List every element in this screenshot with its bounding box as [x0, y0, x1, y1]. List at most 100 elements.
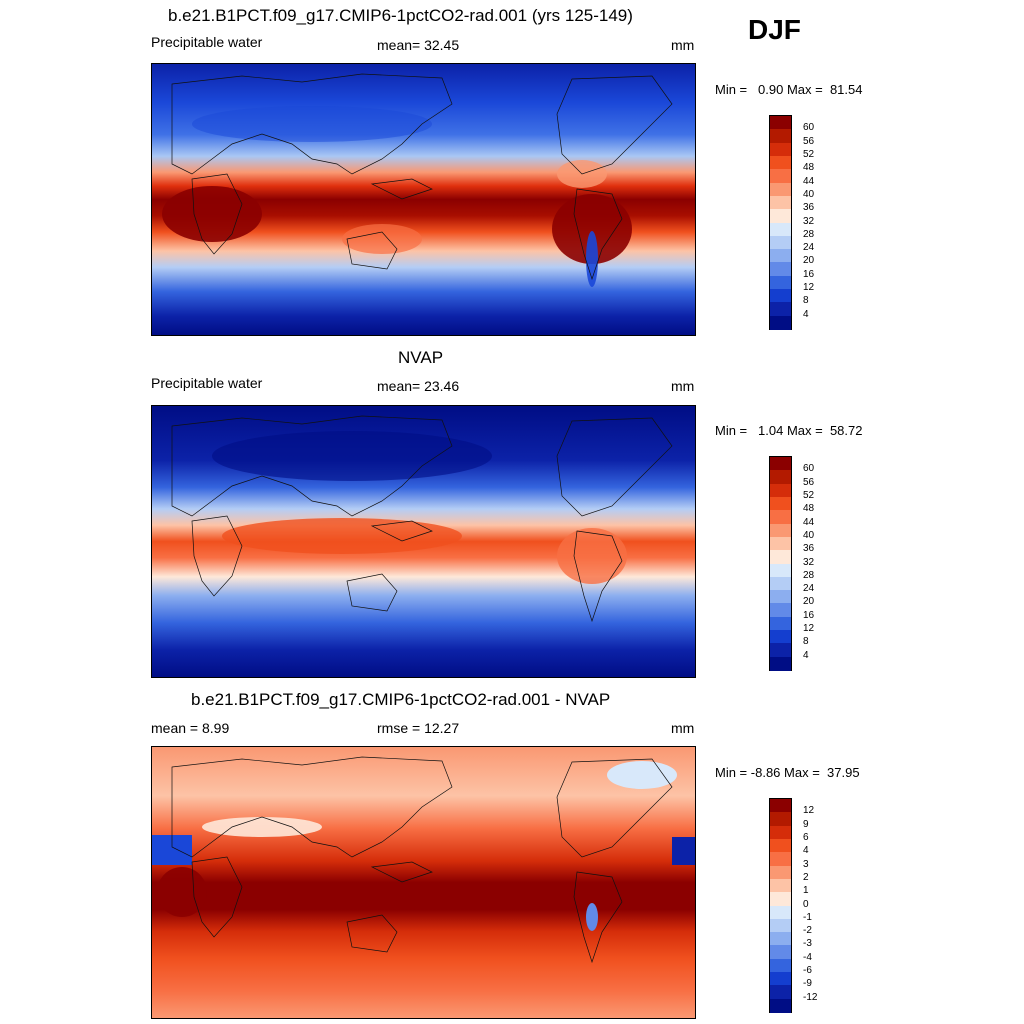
colorbar-swatch	[770, 169, 791, 184]
season-label: DJF	[748, 14, 801, 45]
colorbar-swatch	[770, 457, 791, 471]
colorbar-tick-label: 28	[803, 228, 815, 240]
panel3-units-label: mm	[671, 720, 695, 736]
colorbar-swatch	[770, 656, 791, 671]
panel2-min-value: 1.04	[758, 423, 784, 438]
colorbar-swatch	[770, 142, 791, 157]
colorbar-swatch	[770, 958, 791, 973]
colorbar-tick-label: 36	[803, 202, 815, 214]
panel1-min-value: 0.90	[758, 82, 784, 97]
panel2-variable-label: Precipitable water	[151, 375, 263, 391]
colorbar-tick-label: 8	[803, 295, 809, 307]
colorbar-swatch	[770, 510, 791, 525]
colorbar-tick-label: 52	[803, 148, 815, 160]
panel2-map	[151, 405, 696, 678]
panel1-map	[151, 63, 696, 336]
colorbar-tick-label: 44	[803, 516, 815, 528]
colorbar-swatch	[770, 918, 791, 933]
colorbar-swatch	[770, 576, 791, 591]
panel3-mean-label: mean = 8.99	[151, 720, 230, 736]
colorbar-tick-label: 4	[803, 845, 809, 857]
panel2-units-label: mm	[671, 378, 695, 394]
colorbar-swatch	[770, 235, 791, 250]
colorbar-swatch	[770, 630, 791, 644]
colorbar-tick-label: -6	[803, 965, 812, 977]
colorbar-tick-label: 48	[803, 162, 815, 174]
colorbar-tick-label: -1	[803, 911, 812, 923]
colorbar-swatch	[770, 116, 791, 130]
panel3-colorbar	[769, 798, 792, 1013]
colorbar-swatch	[770, 799, 791, 813]
colorbar-tick-label: 44	[803, 175, 815, 187]
colorbar-swatch	[770, 945, 791, 960]
panel1-max-value: 81.54	[829, 82, 863, 97]
panel2-title: NVAP	[398, 348, 444, 367]
colorbar-swatch	[770, 289, 791, 303]
panel1-variable-label: Precipitable water	[151, 34, 263, 50]
colorbar-swatch	[770, 603, 791, 618]
colorbar-tick-label: 28	[803, 569, 815, 581]
colorbar-tick-label: 24	[803, 583, 815, 595]
colorbar-tick-label: -12	[803, 991, 818, 1003]
colorbar-swatch	[770, 195, 791, 210]
colorbar-tick-label: 32	[803, 215, 815, 227]
colorbar-tick-label: 60	[803, 122, 815, 134]
colorbar-tick-label: 20	[803, 255, 815, 267]
colorbar-swatch	[770, 616, 791, 631]
colorbar-swatch	[770, 496, 791, 511]
panel1-title: b.e21.B1PCT.f09_g17.CMIP6-1pctCO2-rad.00…	[168, 6, 633, 25]
colorbar-swatch	[770, 262, 791, 277]
colorbar-tick-label: 48	[803, 503, 815, 515]
colorbar-swatch	[770, 209, 791, 223]
colorbar-swatch	[770, 563, 791, 578]
colorbar-tick-label: 16	[803, 609, 815, 621]
colorbar-tick-label: 4	[803, 649, 809, 661]
colorbar-tick-label: 32	[803, 556, 815, 568]
colorbar-swatch	[770, 550, 791, 564]
panel1-mean-label: mean= 32.45	[377, 37, 460, 53]
panel2-mean-label: mean= 23.46	[377, 378, 460, 394]
panel2-max-value: 58.72	[829, 423, 863, 438]
panel1-units-label: mm	[671, 37, 695, 53]
colorbar-tick-label: -9	[803, 978, 812, 990]
colorbar-tick-label: 40	[803, 188, 815, 200]
panel2-colorbar	[769, 456, 792, 671]
panel3-min-label: Min = -8.86 Max = 37.95	[715, 765, 860, 780]
panel2-min-label: Min = 1.04 Max = 58.72	[715, 423, 863, 438]
colorbar-swatch	[770, 838, 791, 853]
colorbar-swatch	[770, 483, 791, 498]
colorbar-swatch	[770, 825, 791, 840]
colorbar-swatch	[770, 892, 791, 906]
colorbar-tick-label: 12	[803, 282, 815, 294]
colorbar-tick-label: 36	[803, 543, 815, 555]
colorbar-tick-label: 4	[803, 308, 809, 320]
colorbar-tick-label: 16	[803, 268, 815, 280]
colorbar-swatch	[770, 852, 791, 867]
colorbar-tick-label: 12	[803, 805, 815, 817]
colorbar-tick-label: 20	[803, 596, 815, 608]
panel3-map	[151, 746, 696, 1019]
colorbar-swatch	[770, 470, 791, 485]
colorbar-swatch	[770, 155, 791, 170]
panel1-min-label: Min = 0.90 Max = 81.54	[715, 82, 863, 97]
panel3-title: b.e21.B1PCT.f09_g17.CMIP6-1pctCO2-rad.00…	[191, 690, 611, 709]
colorbar-swatch	[770, 643, 791, 658]
colorbar-swatch	[770, 275, 791, 290]
colorbar-swatch	[770, 932, 791, 946]
colorbar-swatch	[770, 972, 791, 986]
colorbar-swatch	[770, 222, 791, 237]
colorbar-swatch	[770, 812, 791, 827]
colorbar-tick-label: 8	[803, 636, 809, 648]
colorbar-tick-label: 2	[803, 871, 809, 883]
colorbar-tick-label: 56	[803, 476, 815, 488]
colorbar-swatch	[770, 865, 791, 880]
panel3-min-value: -8.86	[750, 765, 781, 780]
colorbar-tick-label: 52	[803, 489, 815, 501]
colorbar-swatch	[770, 998, 791, 1013]
colorbar-swatch	[770, 878, 791, 893]
colorbar-tick-label: 56	[803, 135, 815, 147]
colorbar-swatch	[770, 523, 791, 538]
panel3-rmse-label: rmse = 12.27	[377, 720, 460, 736]
colorbar-tick-label: -3	[803, 938, 812, 950]
colorbar-swatch	[770, 536, 791, 551]
